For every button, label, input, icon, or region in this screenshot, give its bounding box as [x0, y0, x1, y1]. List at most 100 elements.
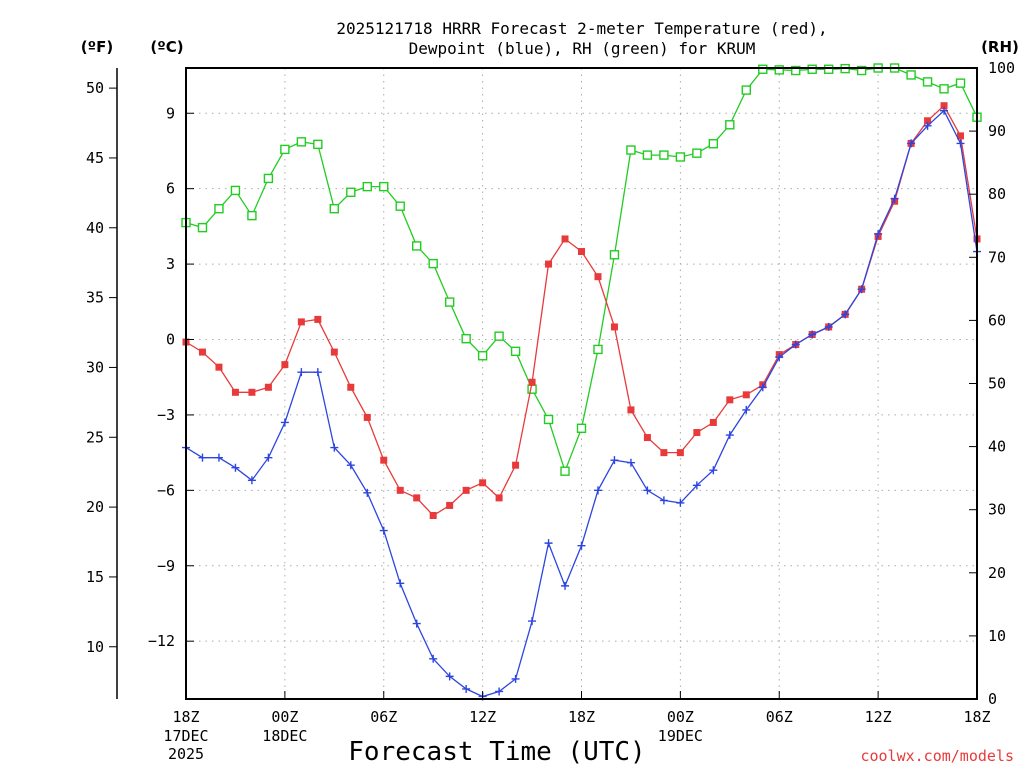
dewpoint-point [379, 526, 388, 535]
dewpoint-point [280, 418, 289, 427]
temperature-point [528, 378, 536, 386]
fahrenheit-tick-label: 20 [86, 498, 104, 516]
fahrenheit-unit-label: (ºF) [81, 38, 113, 56]
dewpoint-point [561, 581, 570, 590]
rh-point [609, 250, 620, 260]
temperature-point [643, 434, 651, 442]
rh-point [791, 65, 801, 76]
rh-tick-label: 30 [988, 501, 1006, 519]
x-tick-year-label: 2025 [168, 745, 204, 763]
celsius-tick-label: −12 [148, 632, 175, 650]
rh-tick-label: 10 [988, 627, 1006, 645]
dewpoint-point [659, 496, 668, 505]
dewpoint-point [511, 674, 520, 683]
dewpoint-point [198, 453, 207, 462]
dewpoint-point [890, 194, 899, 203]
rh-point [197, 222, 208, 233]
temperature-line [185, 104, 978, 517]
temperature-point [610, 323, 618, 331]
fahrenheit-tick-label: 10 [86, 638, 104, 656]
temperature-point [957, 132, 965, 140]
rh-point [412, 241, 422, 251]
dewpoint-point [214, 453, 223, 462]
rh-point [444, 297, 455, 307]
rh-point [477, 351, 488, 361]
rh-point [362, 181, 372, 192]
rh-tick-label: 100 [988, 59, 1015, 77]
dewpoint-point [808, 330, 817, 339]
dewpoint-point [363, 488, 372, 497]
temperature-point [742, 391, 750, 399]
rh-point [626, 145, 636, 155]
rh-point [692, 148, 702, 158]
dewpoint-point [709, 466, 718, 475]
fahrenheit-tick-label: 40 [86, 219, 104, 237]
temperature-point [940, 102, 948, 110]
rh-point [576, 423, 587, 434]
temperature-point [545, 260, 553, 268]
rh-tick-label: 70 [988, 248, 1006, 266]
x-tick-label: 18Z [963, 708, 990, 726]
temperature-point [495, 494, 503, 502]
temperature-point [726, 396, 734, 404]
rh-tick-label: 90 [988, 122, 1006, 140]
temperature-point [413, 494, 421, 502]
temperature-point [627, 406, 635, 414]
rh-tick-label: 50 [988, 375, 1006, 393]
x-tick-label: 18Z [172, 708, 199, 726]
dewpoint-point [610, 456, 619, 465]
rh-point [922, 77, 933, 87]
rh-point [494, 331, 504, 341]
rh-point [774, 65, 784, 75]
rh-point [510, 346, 521, 357]
chart-title-line2: Dewpoint (blue), RH (green) for KRUM [409, 39, 756, 58]
dewpoint-point [495, 687, 504, 696]
rh-tick-label: 20 [988, 564, 1006, 582]
rh-point [379, 181, 389, 192]
dewpoint-point [676, 498, 685, 507]
x-tick-date-label: 19DEC [658, 727, 703, 745]
temperature-point [578, 248, 585, 256]
rh-tick-label: 0 [988, 690, 997, 708]
rh-point [346, 187, 356, 198]
dewpoint-point [297, 368, 306, 377]
dewpoint-point [626, 458, 635, 467]
x-tick-label: 00Z [271, 708, 298, 726]
dewpoint-series [182, 106, 981, 701]
plot-frame [185, 67, 978, 700]
temperature-point [198, 348, 206, 356]
dewpoint-point [462, 684, 471, 693]
dewpoint-point [841, 310, 850, 319]
temperature-point [380, 456, 388, 464]
x-axis-title: Forecast Time (UTC) [348, 737, 645, 767]
rh-point [247, 210, 257, 221]
temperature-point [281, 361, 289, 369]
celsius-tick-label: 0 [166, 331, 175, 349]
temperature-point [446, 501, 454, 509]
rh-point [527, 384, 537, 394]
temperature-point [347, 383, 355, 391]
rh-point [329, 204, 340, 214]
rh-unit-label: (RH) [981, 38, 1019, 56]
rh-point [296, 137, 307, 147]
x-tick-label: 00Z [667, 708, 694, 726]
celsius-tick-label: −6 [157, 481, 175, 499]
dewpoint-point [824, 322, 833, 331]
rh-point [428, 258, 438, 269]
rh-point [807, 64, 817, 74]
dewpoint-point [264, 453, 273, 462]
dewpoint-point [544, 539, 553, 548]
dewpoint-point [775, 353, 784, 362]
celsius-tick-label: 3 [166, 255, 175, 273]
temperature-point [561, 235, 569, 243]
dewpoint-point [956, 139, 965, 148]
rh-point [758, 64, 768, 74]
rh-point [823, 64, 834, 74]
dewpoint-point [577, 541, 586, 550]
x-tick-label: 06Z [766, 708, 793, 726]
fahrenheit-tick-label: 25 [86, 428, 104, 446]
dewpoint-point [643, 486, 652, 495]
rh-tick-label: 80 [988, 185, 1006, 203]
dewpoint-point [231, 463, 240, 472]
